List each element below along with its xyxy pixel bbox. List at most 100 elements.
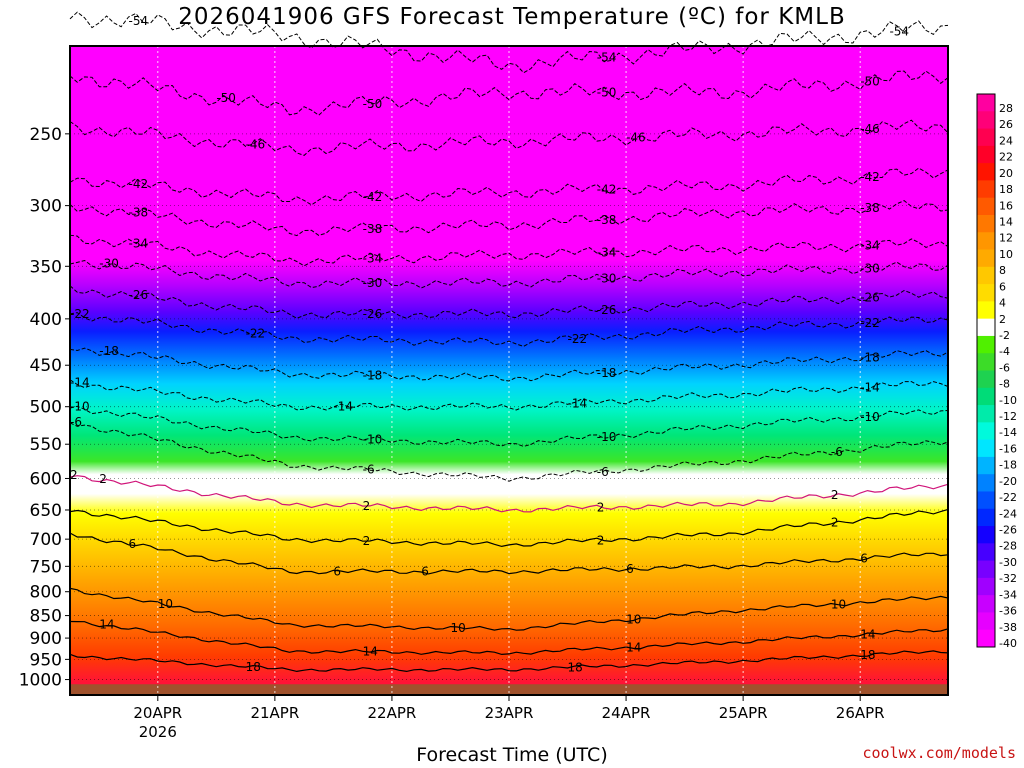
contour-label: -14: [333, 400, 353, 414]
colorbar-tick-label: 12: [999, 232, 1013, 245]
y-tick-label: 800: [30, 583, 62, 603]
colorbar-swatch: [977, 387, 995, 406]
contour--46: [69, 119, 949, 156]
y-tick-label: 850: [30, 607, 62, 627]
colorbar-tick-label: -6: [999, 361, 1010, 374]
contour-label: -26: [363, 307, 383, 321]
contour-label: -34: [597, 246, 617, 260]
colorbar-tick-label: 28: [999, 102, 1013, 115]
colorbar-swatch: [977, 405, 995, 423]
contour-label: -10: [860, 410, 880, 424]
colorbar-swatch: [977, 214, 995, 233]
contour-label: 2: [70, 468, 78, 482]
contour-label: -22: [568, 332, 588, 346]
contour-label: -30: [99, 257, 119, 271]
ground-strip: [70, 684, 948, 695]
colorbar-tick-label: 24: [999, 134, 1013, 147]
colorbar-swatch: [977, 456, 995, 475]
colorbar-swatch: [977, 526, 995, 544]
colorbar-swatch: [977, 543, 995, 562]
y-tick-label: 1000: [19, 671, 62, 691]
contour--14: [69, 379, 949, 411]
contour-10: [69, 587, 949, 631]
colorbar-tick-label: -30: [999, 556, 1017, 569]
y-tick-label: 600: [30, 469, 62, 489]
x-tick-label: 26APR: [836, 704, 885, 722]
colorbar-swatch: [977, 163, 995, 181]
y-tick-label: 350: [30, 257, 62, 277]
contour-2: [69, 508, 949, 548]
contour-label: -30: [597, 271, 617, 285]
contour-label: 2: [597, 501, 605, 515]
contour-label: 6: [860, 551, 868, 565]
contour-label: -26: [129, 288, 149, 302]
contour-label: -26: [860, 291, 880, 305]
colorbar-tick-label: 18: [999, 183, 1013, 196]
contour-label: -6: [597, 465, 609, 479]
x-tick-label: 21APR: [250, 704, 299, 722]
contour-label: 14: [626, 640, 641, 654]
contour-14: [69, 620, 949, 656]
colorbar-swatch: [977, 249, 995, 268]
contour-label: -50: [860, 75, 880, 89]
colorbar-swatch: [977, 128, 995, 147]
contour-label: 14: [99, 617, 114, 631]
contour-label: -54: [129, 14, 149, 28]
contour-label: -22: [70, 307, 90, 321]
colorbar-swatch: [977, 577, 995, 596]
y-tick-label: 300: [30, 197, 62, 217]
contour-label: -42: [597, 183, 617, 197]
contour-label: -30: [860, 262, 880, 276]
contour-label: -38: [129, 206, 149, 220]
colorbar-tick-label: 20: [999, 167, 1013, 180]
x-tick-label: 22APR: [368, 704, 417, 722]
colorbar-tick-label: -28: [999, 540, 1017, 553]
y-tick-label: 900: [30, 629, 62, 649]
x-tick-label: 20APR: [133, 704, 182, 722]
colorbar-tick-label: -26: [999, 524, 1017, 537]
contour-label: 10: [450, 621, 465, 635]
contour-label: 2: [363, 499, 371, 513]
contour--38: [69, 200, 949, 237]
contour-6: [69, 532, 949, 575]
contour--26: [69, 285, 949, 319]
contour-label: -22: [860, 316, 880, 330]
contour--6: [69, 422, 949, 482]
colorbar-tick-label: 22: [999, 151, 1013, 164]
colorbar-tick-label: 8: [999, 264, 1006, 277]
colorbar-swatch: [977, 508, 995, 527]
colorbar-tick-label: -4: [999, 345, 1010, 358]
x-tick-label: 25APR: [719, 704, 768, 722]
contour-label: -46: [626, 130, 646, 144]
contour-label: 2: [99, 472, 107, 486]
contour-label: -46: [860, 122, 880, 136]
chart-title: 2026041906 GFS Forecast Temperature (ºC)…: [178, 4, 846, 30]
colorbar-swatch: [977, 284, 995, 302]
colorbar-tick-label: -22: [999, 491, 1017, 504]
colorbar-swatch: [977, 474, 995, 492]
contour-labels: -58-58-54-54-54-50-50-50-50-46-46-46-42-…: [70, 14, 909, 674]
contour-label: 18: [860, 648, 875, 662]
colorbar-swatch: [977, 612, 995, 631]
colorbar-swatch: [977, 318, 995, 337]
contour-label: 6: [129, 537, 137, 551]
credit-link[interactable]: coolwx.com/models: [862, 744, 1016, 762]
contour-label: -38: [597, 213, 617, 227]
contour-label: -38: [363, 222, 383, 236]
contour-label: -14: [860, 380, 880, 394]
colorbar-tick-label: -18: [999, 459, 1017, 472]
colorbar-tick-label: -34: [999, 588, 1017, 601]
colorbar-swatch: [977, 629, 995, 648]
colorbar-legend: 28 26 24 22 20 18 16 14 12 10 8 6 4 2 -2 -4 -6 -8 -10 -12 -1…: [976, 93, 1017, 650]
colorbar-swatch: [977, 94, 995, 112]
colorbar-tick-label: -12: [999, 410, 1017, 423]
contour-label: 6: [333, 565, 341, 579]
colorbar-swatch: [977, 111, 995, 130]
contour--50: [69, 70, 949, 116]
contour-label: -6: [363, 463, 375, 477]
y-tick-label: 700: [30, 530, 62, 550]
contour-label: -10: [597, 430, 617, 444]
contour-label: 6: [421, 565, 429, 579]
colorbar-swatch: [977, 335, 995, 354]
contour-label: -34: [860, 239, 880, 253]
